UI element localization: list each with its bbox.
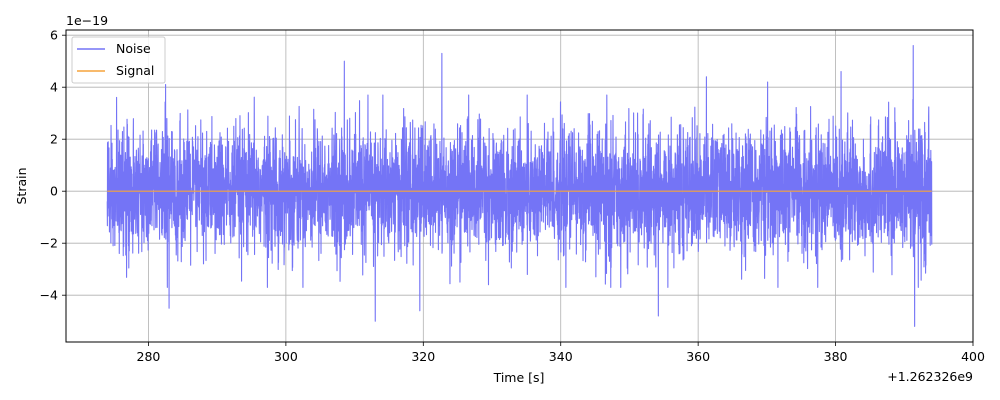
plot-frame bbox=[65, 29, 974, 343]
y-tick-label: −4 bbox=[40, 288, 58, 303]
axes: 280 300 320 340 360 380 400 −4 −2 0 2 4 6 bbox=[40, 28, 985, 364]
y-tick-label: 0 bbox=[50, 184, 58, 199]
x-tick-label: 360 bbox=[686, 349, 710, 364]
y-tick-label: −2 bbox=[40, 236, 58, 251]
legend-signal-label: Signal bbox=[116, 63, 154, 78]
x-tick-label: 280 bbox=[137, 349, 161, 364]
y-tick-label: 6 bbox=[50, 28, 58, 43]
noise-series-line bbox=[106, 45, 933, 327]
legend: Noise Signal bbox=[71, 36, 166, 84]
y-axis-label: Strain bbox=[14, 167, 29, 204]
x-tick-label: 320 bbox=[411, 349, 435, 364]
x-axis-label: Time [s] bbox=[493, 370, 545, 385]
series-layer bbox=[106, 45, 933, 327]
y-scale-label: 1e−19 bbox=[66, 13, 108, 28]
x-offset-label: +1.262326e9 bbox=[887, 369, 973, 384]
legend-noise-label: Noise bbox=[116, 41, 151, 56]
x-tick-label: 400 bbox=[961, 349, 985, 364]
y-tick-label: 2 bbox=[50, 132, 58, 147]
x-tick-label: 300 bbox=[274, 349, 298, 364]
x-tick-label: 340 bbox=[549, 349, 573, 364]
x-tick-label: 380 bbox=[824, 349, 848, 364]
y-tick-label: 4 bbox=[50, 80, 58, 95]
